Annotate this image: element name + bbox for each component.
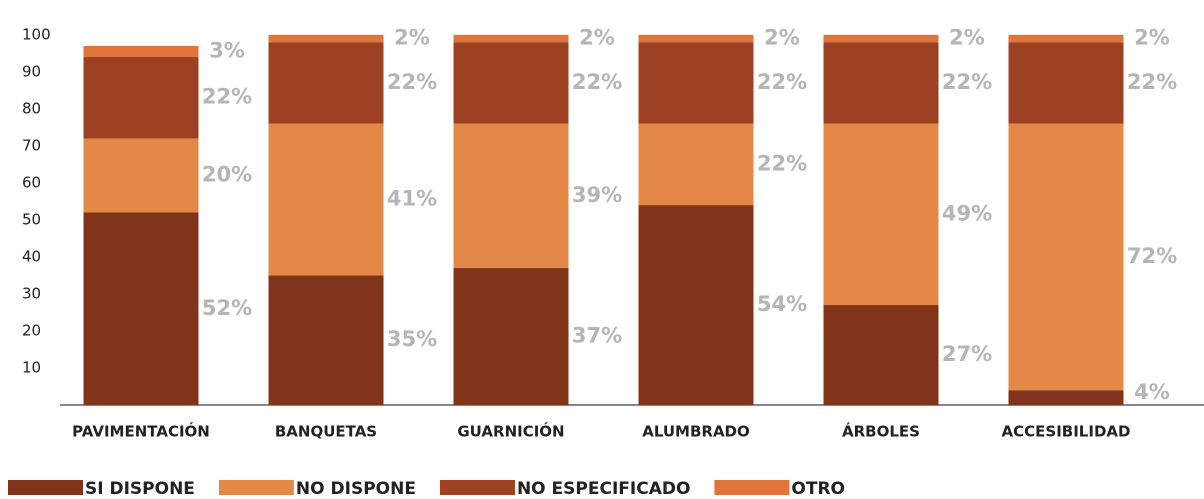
bar-segment xyxy=(83,45,199,58)
value-label: 22% xyxy=(942,70,992,94)
legend-swatch xyxy=(8,480,83,495)
x-tick-label: ÁRBOLES xyxy=(842,422,920,441)
legend-label: SI DISPONE xyxy=(85,479,195,499)
value-label: 27% xyxy=(942,342,992,366)
bar-segment xyxy=(453,42,569,124)
value-label: 22% xyxy=(572,70,622,94)
legend-swatch xyxy=(218,480,294,495)
bar-segment xyxy=(823,305,939,405)
bar-segment xyxy=(83,138,199,213)
value-label: 22% xyxy=(387,70,437,94)
bar-segment xyxy=(638,205,754,405)
bar-segment xyxy=(268,34,384,43)
bar-segment xyxy=(268,123,384,276)
value-label: 4% xyxy=(1134,380,1170,404)
bar-segment xyxy=(1008,42,1124,124)
bar-segment xyxy=(83,212,199,405)
bar-segment xyxy=(268,275,384,405)
value-label: 3% xyxy=(209,38,245,62)
value-label: 41% xyxy=(387,187,437,211)
bar-segment xyxy=(268,42,384,124)
bar-segment xyxy=(638,42,754,124)
bar-segment xyxy=(823,123,939,306)
bar-segment xyxy=(638,123,754,206)
y-tick-label: 60 xyxy=(22,173,41,191)
bar-segment xyxy=(453,268,569,405)
y-tick-label: 10 xyxy=(22,358,41,376)
bar-segment xyxy=(638,34,754,43)
x-tick-label: ACCESIBILIDAD xyxy=(1002,423,1131,441)
bar-segment xyxy=(1008,123,1124,391)
value-label: 2% xyxy=(394,26,430,50)
bar-segment xyxy=(823,42,939,124)
bar-segment xyxy=(1008,34,1124,43)
value-label: 20% xyxy=(202,162,252,186)
y-tick-label: 40 xyxy=(22,247,41,265)
bar-segment xyxy=(453,123,569,269)
y-tick-label: 30 xyxy=(22,284,41,302)
value-label: 49% xyxy=(942,201,992,225)
x-tick-label: GUARNICIÓN xyxy=(457,422,564,441)
y-tick-label: 90 xyxy=(22,62,41,80)
bar-segment xyxy=(453,34,569,43)
legend-label: OTRO xyxy=(791,479,845,499)
value-label: 54% xyxy=(757,292,807,316)
value-label: 2% xyxy=(949,26,985,50)
bar-segment xyxy=(83,57,199,139)
value-label: 22% xyxy=(1127,70,1177,94)
value-label: 39% xyxy=(572,183,622,207)
legend-label: NO ESPECIFICADO xyxy=(517,479,690,499)
value-label: 37% xyxy=(572,324,622,348)
value-label: 22% xyxy=(757,151,807,175)
value-label: 22% xyxy=(202,85,252,109)
value-label: 72% xyxy=(1127,244,1177,268)
x-tick-label: PAVIMENTACIÓN xyxy=(72,422,210,441)
y-tick-label: 100 xyxy=(22,25,51,43)
value-label: 2% xyxy=(579,26,615,50)
legend-swatch xyxy=(714,480,790,495)
y-tick-label: 20 xyxy=(22,321,41,339)
value-label: 2% xyxy=(764,26,800,50)
value-label: 2% xyxy=(1134,26,1170,50)
bar-segment xyxy=(823,34,939,43)
value-label: 52% xyxy=(202,296,252,320)
x-tick-label: ALUMBRADO xyxy=(642,423,750,441)
y-tick-label: 80 xyxy=(22,99,41,117)
bar-segment xyxy=(1008,390,1124,405)
y-tick-label: 50 xyxy=(22,210,41,228)
y-tick-label: 70 xyxy=(22,136,41,154)
legend-swatch xyxy=(439,480,515,495)
value-label: 22% xyxy=(757,70,807,94)
value-label: 35% xyxy=(387,327,437,351)
x-tick-label: BANQUETAS xyxy=(275,423,377,441)
legend-label: NO DISPONE xyxy=(296,479,416,499)
